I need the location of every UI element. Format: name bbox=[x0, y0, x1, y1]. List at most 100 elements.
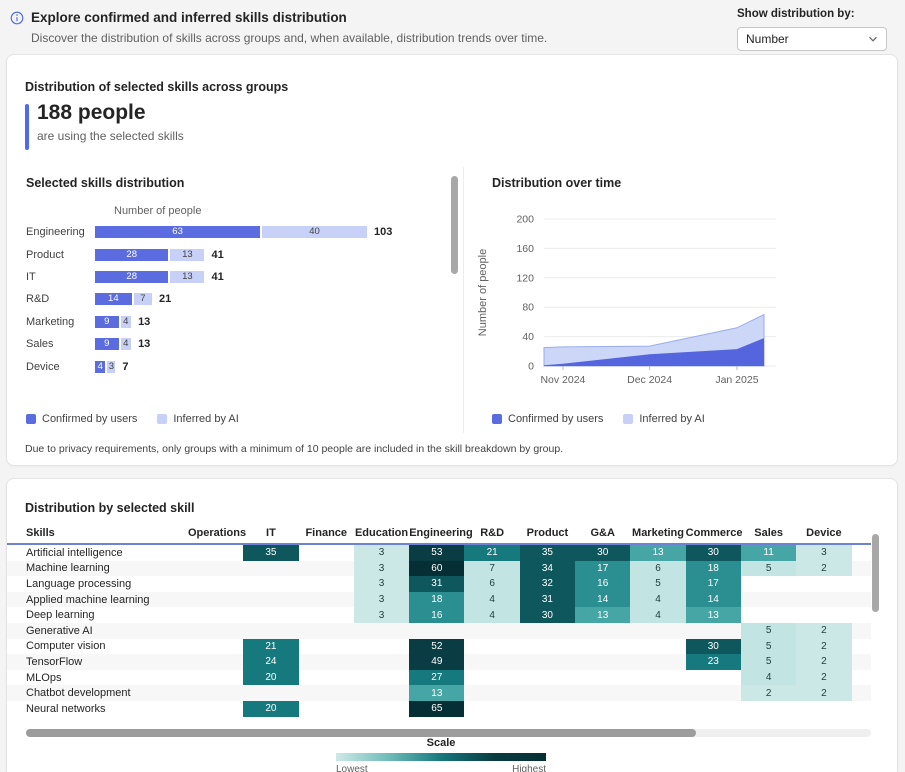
heatmap-cell[interactable]: 34 bbox=[519, 560, 576, 577]
inferred-bar-segment[interactable]: 3 bbox=[107, 360, 116, 373]
heatmap-cell[interactable]: 2 bbox=[796, 669, 852, 686]
heatmap-cell[interactable]: 13 bbox=[685, 607, 741, 623]
heatmap-cell[interactable]: 2 bbox=[740, 685, 797, 701]
heatmap-cell[interactable]: 11 bbox=[740, 545, 797, 561]
heatmap-cell[interactable]: 4 bbox=[630, 591, 686, 608]
skill-label[interactable]: Deep learning bbox=[26, 609, 95, 622]
heatmap-cell[interactable]: 17 bbox=[575, 560, 631, 577]
heatmap-cell[interactable]: 16 bbox=[575, 576, 631, 592]
skill-label[interactable]: Machine learning bbox=[26, 562, 110, 575]
confirmed-bar-segment[interactable]: 63 bbox=[95, 226, 261, 239]
heatmap-cell[interactable]: 23 bbox=[685, 654, 741, 670]
skill-label[interactable]: Neural networks bbox=[26, 702, 106, 715]
heatmap-cell[interactable]: 5 bbox=[630, 576, 686, 592]
heatmap-cell[interactable]: 3 bbox=[796, 545, 852, 561]
skill-label[interactable]: Generative AI bbox=[26, 624, 93, 637]
heatmap-cell[interactable]: 5 bbox=[740, 622, 797, 639]
heatmap-cell[interactable]: 31 bbox=[519, 591, 576, 608]
heatmap-cell[interactable]: 13 bbox=[630, 545, 686, 561]
heatmap-cell[interactable]: 35 bbox=[243, 545, 299, 561]
distribution-by-dropdown[interactable]: Number bbox=[737, 27, 887, 51]
heatmap-cell[interactable]: 3 bbox=[353, 591, 410, 608]
heatmap-cell[interactable]: 5 bbox=[740, 560, 797, 577]
heatmap-cell[interactable]: 20 bbox=[243, 700, 299, 717]
confirmed-bar-segment[interactable]: 4 bbox=[95, 360, 106, 373]
heatmap-cell[interactable]: 27 bbox=[409, 669, 465, 686]
heatmap-cell[interactable]: 30 bbox=[575, 545, 631, 561]
bar-row[interactable]: Product 28 13 41 bbox=[7, 243, 447, 265]
bar-row[interactable]: Engineering 63 40 103 bbox=[7, 221, 447, 243]
inferred-bar-segment[interactable]: 40 bbox=[262, 226, 367, 239]
heatmap-cell[interactable]: 4 bbox=[464, 607, 520, 623]
confirmed-bar-segment[interactable]: 14 bbox=[95, 293, 132, 306]
heatmap-cell[interactable]: 5 bbox=[740, 654, 797, 670]
confirmed-bar-segment[interactable]: 9 bbox=[95, 338, 119, 351]
skill-label[interactable]: Chatbot development bbox=[26, 687, 131, 700]
heatmap-cell[interactable]: 2 bbox=[796, 638, 852, 655]
heatmap-cell[interactable]: 7 bbox=[464, 560, 520, 577]
inferred-bar-segment[interactable]: 7 bbox=[133, 293, 153, 306]
bar-row[interactable]: R&D 14 7 21 bbox=[7, 288, 447, 310]
heatmap-cell[interactable]: 24 bbox=[243, 654, 299, 670]
heatmap-cell[interactable]: 6 bbox=[630, 560, 686, 577]
heatmap-cell[interactable]: 21 bbox=[243, 638, 299, 655]
heatmap-cell[interactable]: 2 bbox=[796, 685, 852, 701]
heatmap-cell[interactable]: 13 bbox=[409, 685, 465, 701]
bar-row[interactable]: IT 28 13 41 bbox=[7, 266, 447, 288]
heatmap-cell[interactable]: 60 bbox=[409, 560, 465, 577]
heatmap-cell[interactable]: 2 bbox=[796, 622, 852, 639]
heatmap-cell[interactable]: 35 bbox=[519, 545, 576, 561]
table-vertical-scrollbar[interactable] bbox=[872, 534, 879, 612]
bar-row[interactable]: Marketing 9 4 13 bbox=[7, 311, 447, 333]
table-horizontal-scrollbar[interactable] bbox=[26, 729, 871, 737]
heatmap-cell[interactable]: 52 bbox=[409, 638, 465, 655]
heatmap-cell[interactable]: 32 bbox=[519, 576, 576, 592]
info-icon[interactable] bbox=[10, 11, 24, 25]
bar-row[interactable]: Device 4 3 7 bbox=[7, 355, 447, 377]
bar-row[interactable]: Sales 9 4 13 bbox=[7, 333, 447, 355]
heatmap-cell[interactable]: 4 bbox=[464, 591, 520, 608]
heatmap-cell[interactable]: 6 bbox=[464, 576, 520, 592]
skill-label[interactable]: TensorFlow bbox=[26, 655, 83, 668]
heatmap-cell[interactable]: 3 bbox=[353, 607, 410, 623]
heatmap-cell[interactable]: 17 bbox=[685, 576, 741, 592]
heatmap-cell[interactable]: 21 bbox=[464, 545, 520, 561]
heatmap-cell[interactable]: 30 bbox=[519, 607, 576, 623]
inferred-bar-segment[interactable]: 13 bbox=[170, 248, 205, 261]
heatmap-cell[interactable]: 2 bbox=[796, 560, 852, 577]
heatmap-cell[interactable]: 2 bbox=[796, 654, 852, 670]
heatmap-cell[interactable]: 53 bbox=[409, 545, 465, 561]
heatmap-cell[interactable]: 18 bbox=[685, 560, 741, 577]
heatmap-cell[interactable]: 13 bbox=[575, 607, 631, 623]
confirmed-bar-segment[interactable]: 28 bbox=[95, 248, 169, 261]
heatmap-cell[interactable]: 20 bbox=[243, 669, 299, 686]
heatmap-cell[interactable]: 3 bbox=[353, 560, 410, 577]
confirmed-bar-segment[interactable]: 28 bbox=[95, 270, 169, 283]
heatmap-cell[interactable]: 30 bbox=[685, 545, 741, 561]
skill-label[interactable]: Applied machine learning bbox=[26, 593, 150, 606]
heatmap-cell[interactable]: 18 bbox=[409, 591, 465, 608]
heatmap-cell[interactable]: 4 bbox=[740, 669, 797, 686]
heatmap-cell[interactable]: 3 bbox=[353, 576, 410, 592]
heatmap-cell[interactable]: 31 bbox=[409, 576, 465, 592]
inferred-bar-segment[interactable]: 4 bbox=[120, 338, 132, 351]
horizontal-scrollbar-thumb[interactable] bbox=[26, 729, 696, 737]
heatmap-cell[interactable]: 65 bbox=[409, 700, 465, 717]
skill-label[interactable]: Computer vision bbox=[26, 640, 106, 653]
skill-label[interactable]: Language processing bbox=[26, 577, 132, 590]
heatmap-cell[interactable]: 16 bbox=[409, 607, 465, 623]
heatmap-header-row: Skills Operations IT Finance Education Engine… bbox=[7, 523, 871, 545]
heatmap-cell[interactable]: 30 bbox=[685, 638, 741, 655]
heatmap-cell[interactable]: 4 bbox=[630, 607, 686, 623]
inferred-bar-segment[interactable]: 4 bbox=[120, 315, 132, 328]
heatmap-cell[interactable]: 5 bbox=[740, 638, 797, 655]
inferred-bar-segment[interactable]: 13 bbox=[170, 270, 205, 283]
confirmed-bar-segment[interactable]: 9 bbox=[95, 315, 119, 328]
heatmap-cell[interactable]: 49 bbox=[409, 654, 465, 670]
heatmap-cell[interactable]: 14 bbox=[685, 591, 741, 608]
skill-label[interactable]: Artificial intelligence bbox=[26, 546, 123, 559]
panel-vertical-scrollbar[interactable] bbox=[451, 176, 458, 274]
heatmap-cell[interactable]: 3 bbox=[353, 545, 410, 561]
heatmap-cell[interactable]: 14 bbox=[575, 591, 631, 608]
skill-label[interactable]: MLOps bbox=[26, 671, 62, 684]
